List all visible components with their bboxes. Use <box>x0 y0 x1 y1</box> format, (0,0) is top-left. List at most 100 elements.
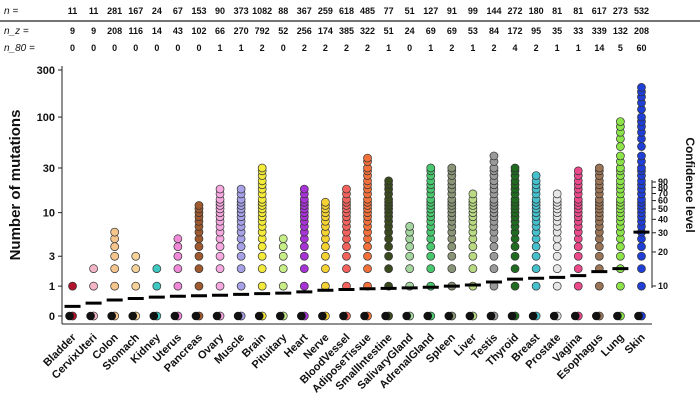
data-point <box>89 281 98 291</box>
data-point <box>552 251 562 261</box>
data-point <box>68 281 77 291</box>
zero-point <box>318 311 327 321</box>
zero-point <box>297 311 306 321</box>
data-point <box>637 142 646 151</box>
y-tick-label: 30 <box>43 163 55 175</box>
data-point <box>552 264 562 273</box>
header-value-n: 532 <box>634 6 649 16</box>
zero-point <box>507 311 517 321</box>
data-point <box>173 234 183 244</box>
data-point <box>510 242 520 251</box>
y-tick-label: 1 <box>49 281 55 293</box>
data-point <box>299 281 309 291</box>
header-value-n80: 0 <box>91 43 96 53</box>
header-value-n: 273 <box>613 6 628 16</box>
data-point <box>257 163 267 173</box>
header-value-n80: 0 <box>407 43 412 53</box>
data-point <box>110 227 120 237</box>
header-value-n: 485 <box>360 6 375 16</box>
data-point <box>468 242 478 251</box>
header-value-n: 81 <box>552 6 562 16</box>
data-point <box>489 251 499 261</box>
data-point <box>299 264 309 273</box>
header-value-n: 91 <box>447 6 457 16</box>
zero-point <box>465 311 475 321</box>
data-point <box>510 281 520 291</box>
data-point <box>426 242 436 251</box>
right-axis-title: Confidence level <box>683 137 697 232</box>
zero-point <box>254 311 264 321</box>
zero-point <box>149 311 159 321</box>
header-value-n: 90 <box>215 6 225 16</box>
data-point <box>342 264 351 273</box>
data-point <box>131 251 141 261</box>
data-point <box>215 264 225 273</box>
header-value-n: 81 <box>573 6 583 16</box>
data-point <box>384 176 393 186</box>
zero-point <box>549 311 559 321</box>
zero-point <box>191 311 201 321</box>
data-point <box>637 83 646 92</box>
data-point <box>257 251 267 261</box>
data-point <box>194 264 204 273</box>
data-point <box>321 264 330 273</box>
data-point <box>637 151 646 161</box>
header-value-nz: 385 <box>339 26 354 36</box>
header-value-n: 167 <box>128 6 143 16</box>
data-point <box>194 201 204 210</box>
data-point <box>573 166 583 176</box>
data-point <box>110 251 120 261</box>
data-point <box>573 281 583 291</box>
right-tick-label: 30 <box>658 228 668 238</box>
zero-point <box>65 311 74 321</box>
data-point <box>594 242 604 251</box>
header-value-nz: 132 <box>613 26 628 36</box>
header-value-n: 11 <box>89 6 99 16</box>
data-point <box>363 242 372 251</box>
header-value-nz: 33 <box>573 26 583 36</box>
header-value-nz: 792 <box>255 26 270 36</box>
header-value-n80: 1 <box>576 43 581 53</box>
right-tick-label: 70 <box>658 189 668 199</box>
zero-point <box>486 311 496 321</box>
data-point <box>236 184 246 194</box>
data-point <box>468 189 478 199</box>
data-point <box>426 251 436 261</box>
data-point <box>131 264 141 273</box>
right-tick-label: 20 <box>658 247 668 257</box>
header-value-n80: 2 <box>344 43 349 53</box>
data-point <box>531 264 541 273</box>
data-point <box>173 251 183 261</box>
header-value-n: 259 <box>318 6 333 16</box>
data-point <box>510 264 520 273</box>
data-point <box>468 251 478 261</box>
header-value-nz: 95 <box>531 26 541 36</box>
data-point <box>616 151 625 161</box>
header-value-n80: 14 <box>594 43 604 53</box>
right-tick-label: 60 <box>658 196 668 206</box>
data-point <box>236 281 246 291</box>
data-point <box>447 163 457 173</box>
header-value-n80: 1 <box>428 43 433 53</box>
data-point <box>194 281 204 291</box>
data-point <box>384 242 393 251</box>
data-point <box>552 242 562 251</box>
zero-point <box>339 311 348 321</box>
data-point <box>616 142 625 151</box>
zero-point <box>212 311 222 321</box>
data-point <box>321 251 330 261</box>
header-value-nz: 84 <box>489 26 499 36</box>
header-value-n80: 1 <box>239 43 244 53</box>
data-point <box>573 264 583 273</box>
data-point <box>342 184 351 194</box>
header-value-n80: 1 <box>470 43 475 53</box>
data-point <box>489 264 499 273</box>
zero-point <box>381 311 390 321</box>
header-table: n = 11 11 281 167 24 67 153 90 373 1082 88 367 259 618… <box>0 6 700 54</box>
data-point <box>236 251 246 261</box>
header-value-n: 180 <box>529 6 544 16</box>
data-point <box>531 281 541 291</box>
header-value-n: 99 <box>468 6 478 16</box>
header-value-nz: 208 <box>634 26 649 36</box>
y-tick-label: 300 <box>37 65 55 77</box>
